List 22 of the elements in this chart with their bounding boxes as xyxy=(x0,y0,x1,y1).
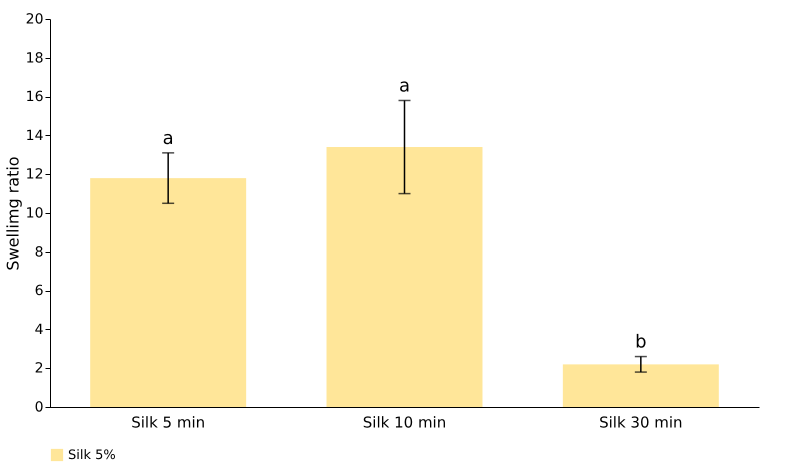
y-tick-label: 20 xyxy=(26,12,44,28)
y-tick-label: 14 xyxy=(26,128,44,144)
bar xyxy=(90,178,246,407)
annotation: a xyxy=(398,75,410,96)
y-tick-label: 0 xyxy=(34,400,44,416)
annotation: b xyxy=(635,332,647,353)
y-axis-title: Swellimg ratio xyxy=(4,156,23,271)
y-tick-label: 16 xyxy=(26,89,44,106)
y-tick-label: 2 xyxy=(34,360,44,377)
x-tick-label: Silk 30 min xyxy=(599,414,683,432)
y-tick-label: 18 xyxy=(26,50,44,66)
y-tick-label: 8 xyxy=(34,244,44,260)
y-tick-label: 4 xyxy=(34,322,44,338)
bar xyxy=(562,364,719,407)
x-tick-label: Silk 5 min xyxy=(131,414,206,432)
annotation: a xyxy=(162,128,174,149)
y-tick-label: 10 xyxy=(26,206,44,222)
x-tick-label: Silk 10 min xyxy=(362,414,446,432)
y-tick-label: 6 xyxy=(34,283,44,300)
y-tick-label: 12 xyxy=(26,166,44,183)
bar xyxy=(326,147,482,407)
legend-label: Silk 5% xyxy=(68,448,116,463)
